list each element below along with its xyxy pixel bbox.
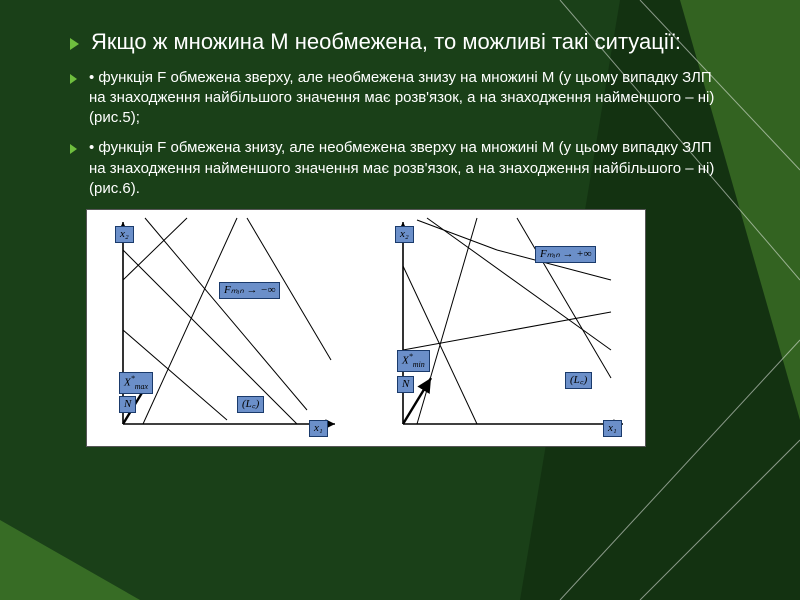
label-n-right: N <box>397 376 414 393</box>
label-x2-left: x₂ <box>115 226 134 243</box>
bullet-icon <box>70 38 79 50</box>
label-x2-right: x₂ <box>395 226 414 243</box>
title-row: Якщо ж множина М необмежена, то можливі … <box>70 28 730 56</box>
label-lc-left: (L꜀) <box>237 396 264 413</box>
bullet-row-2: • функція F обмежена знизу, але необмеже… <box>70 138 730 199</box>
label-n-left: N <box>119 396 136 413</box>
label-xmax-left: X*max <box>119 372 153 394</box>
bullet-text-2: • функція F обмежена знизу, але необмеже… <box>89 138 730 199</box>
diagram-right-svg <box>367 210 647 448</box>
diagram-left: x₂ x₁ Fₘᵢₙ → −∞ X*max N (L꜀) <box>87 210 367 448</box>
bullet-icon <box>70 74 77 84</box>
figure-container: x₂ x₁ Fₘᵢₙ → −∞ X*max N (L꜀) <box>86 209 646 447</box>
bullet-row-1: • функція F обмежена зверху, але необмеж… <box>70 68 730 129</box>
bullet-text-1: • функція F обмежена зверху, але необмеж… <box>89 68 730 129</box>
slide-title: Якщо ж множина М необмежена, то можливі … <box>91 28 681 56</box>
label-lc-right: (L꜀) <box>565 372 592 389</box>
diagram-right: x₂ x₁ Fₘᵢₙ → +∞ X*min N (L꜀) <box>367 210 647 448</box>
label-xmin-right: X*min <box>397 350 430 372</box>
bullet-icon <box>70 144 77 154</box>
label-fmin-left: Fₘᵢₙ → −∞ <box>219 282 280 299</box>
slide-content: Якщо ж множина М необмежена, то можливі … <box>0 0 800 463</box>
label-x1-left: x₁ <box>309 420 328 437</box>
label-fmin-right: Fₘᵢₙ → +∞ <box>535 246 596 263</box>
label-x1-right: x₁ <box>603 420 622 437</box>
